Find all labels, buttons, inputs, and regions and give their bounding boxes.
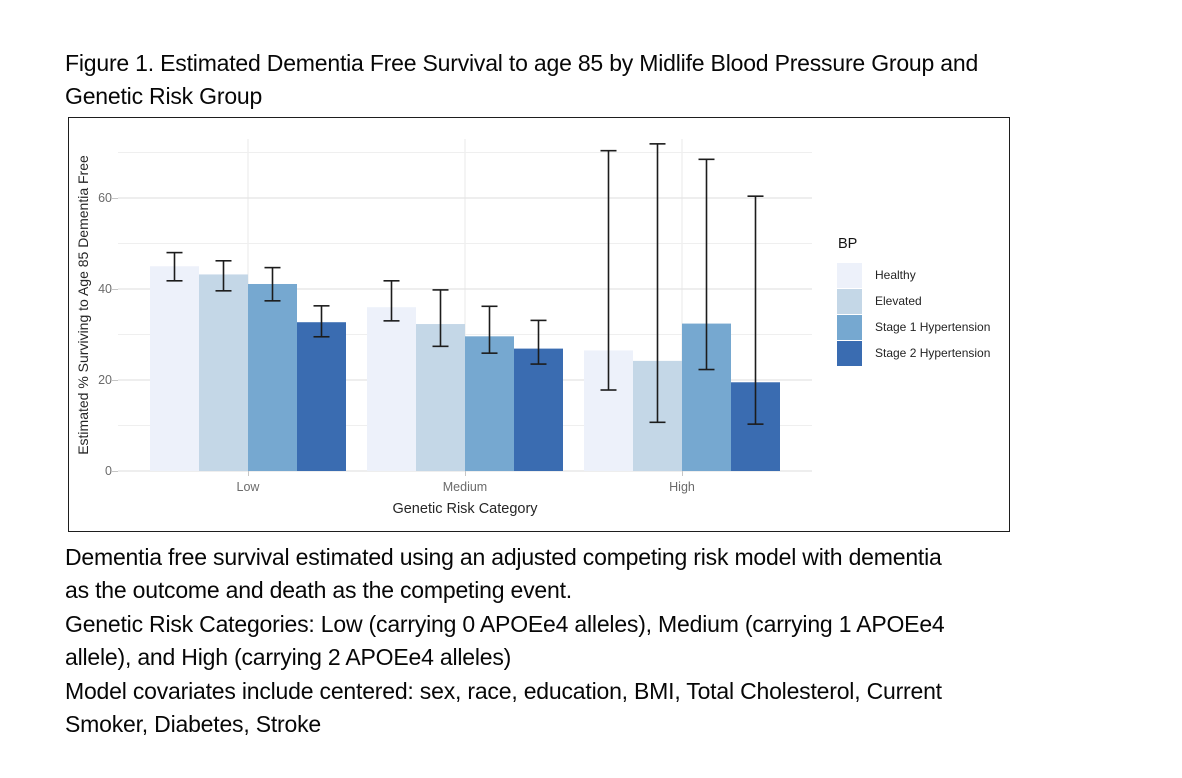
legend-item: Healthy — [837, 262, 990, 288]
x-axis-title: Genetic Risk Category — [392, 501, 538, 517]
y-tick-mark-20 — [112, 380, 118, 381]
bar-low-stage-1-hypertension — [248, 283, 297, 471]
x-tick-label-medium: Medium — [442, 480, 488, 494]
y-tick-mark-0 — [112, 471, 118, 472]
y-tick-label-0: 0 — [105, 464, 112, 478]
y-tick-label-20: 20 — [98, 373, 112, 387]
legend-label-elevated: Elevated — [875, 294, 922, 308]
x-tick-mark-medium — [465, 471, 466, 476]
bar-chart — [118, 139, 812, 472]
figure-title-line-1: Figure 1. Estimated Dementia Free Surviv… — [65, 50, 979, 76]
y-tick-mark-60 — [112, 198, 118, 199]
bar-low-stage-2-hypertension — [297, 322, 346, 471]
bar-medium-healthy — [367, 307, 416, 471]
legend-label-stage-1-hypertension: Stage 1 Hypertension — [875, 320, 991, 334]
x-tick-label-high: High — [669, 480, 695, 494]
caption-line-5: Model covariates include centered: sex, … — [65, 677, 942, 704]
legend-swatch-healthy — [837, 262, 862, 288]
caption-line-3: Genetic Risk Categories: Low (carrying 0… — [65, 610, 945, 637]
legend-item: Elevated — [837, 288, 990, 314]
y-tick-label-40: 40 — [98, 282, 112, 296]
y-tick-mark-40 — [112, 289, 118, 290]
figure-title: Figure 1. Estimated Dementia Free Surviv… — [65, 47, 978, 114]
legend-swatch-stage-2-hypertension — [837, 340, 862, 366]
legend-label-stage-2-hypertension: Stage 2 Hypertension — [875, 346, 991, 360]
x-tick-mark-low — [248, 471, 249, 476]
legend-swatch-elevated — [837, 288, 862, 314]
caption-line-1: Dementia free survival estimated using a… — [65, 544, 942, 570]
bar-medium-elevated — [416, 324, 465, 471]
legend: BP Healthy Elevated Stage 1 Hypertension… — [837, 236, 990, 366]
chart-panel — [118, 139, 812, 472]
bar-low-elevated — [199, 274, 248, 471]
bar-medium-stage-2-hypertension — [514, 348, 563, 471]
bar-medium-stage-1-hypertension — [465, 336, 514, 471]
caption-line-4: allele), and High (carrying 2 APOEe4 all… — [65, 644, 512, 671]
figure-box: Estimated % Surviving to Age 85 Dementia… — [68, 117, 1010, 532]
legend-swatch-stage-1-hypertension — [837, 314, 862, 340]
figure-title-line-2: Genetic Risk Group — [65, 83, 263, 110]
caption-line-6: Smoker, Diabetes, Stroke — [65, 711, 321, 738]
y-tick-label-60: 60 — [98, 191, 112, 205]
legend-label-healthy: Healthy — [875, 268, 916, 282]
caption-line-2: as the outcome and death as the competin… — [65, 577, 572, 604]
x-tick-mark-high — [682, 471, 683, 476]
legend-item: Stage 1 Hypertension — [837, 314, 990, 340]
legend-item: Stage 2 Hypertension — [837, 340, 990, 366]
x-tick-label-low: Low — [236, 480, 260, 494]
figure-caption: Dementia free survival estimated using a… — [65, 541, 945, 741]
legend-title: BP — [838, 236, 858, 252]
bar-low-healthy — [150, 266, 199, 471]
